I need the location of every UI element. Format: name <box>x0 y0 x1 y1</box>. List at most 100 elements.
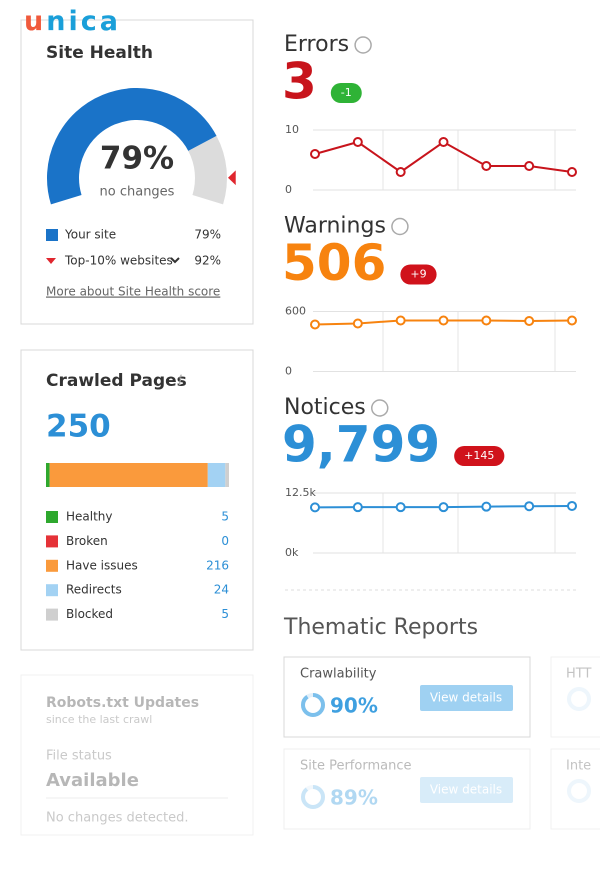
legend-swatch <box>46 559 58 572</box>
legend-swatch <box>46 535 58 548</box>
robots-card-frame <box>20 674 254 836</box>
trend-point <box>310 502 320 513</box>
card-title: Crawled Pages <box>46 371 187 391</box>
legend-label: Healthy <box>66 510 113 524</box>
issue-count: 9,799 <box>282 416 440 474</box>
issue-title: Errors <box>284 32 349 57</box>
bar-segment <box>225 463 229 487</box>
report-card-frame <box>550 748 600 830</box>
trend-point <box>524 161 535 171</box>
partial-card: HTT <box>550 656 600 738</box>
ring-track <box>567 779 591 803</box>
y-tick-label: 0 <box>285 183 292 196</box>
legend-swatch <box>46 229 58 241</box>
issue-count: 506 <box>282 234 386 292</box>
issue-count: 3 <box>282 53 317 111</box>
ring-value <box>301 693 325 717</box>
trend-point <box>352 318 363 329</box>
trend-point <box>395 167 406 177</box>
logo-rest: nica <box>46 6 121 37</box>
legend-label: Blocked <box>66 607 113 621</box>
change-badge <box>454 446 505 466</box>
legend-value: 5 <box>221 607 229 621</box>
legend-value: 79% <box>194 228 221 242</box>
info-icon <box>391 217 409 236</box>
legend-swatch <box>46 258 56 264</box>
trend-point <box>567 167 577 177</box>
bar-segment <box>207 463 226 487</box>
report-card: Crawlability 90% View details <box>283 656 531 738</box>
help-link[interactable]: More about Site Health score <box>46 285 220 299</box>
trend-point <box>395 315 406 326</box>
trend-point <box>352 137 363 147</box>
ring-value <box>301 785 325 809</box>
y-tick-label: 12.5k <box>285 486 316 499</box>
report-name: Crawlability <box>300 667 377 682</box>
report-card: Site Performance 89% View details <box>283 748 531 830</box>
partial-card: Inte <box>550 748 600 830</box>
y-tick-label: 10 <box>285 123 299 136</box>
benchmark-marker <box>227 170 236 186</box>
change-text: +9 <box>410 268 426 281</box>
bar-segment <box>46 463 50 487</box>
report-name: Inte <box>566 759 591 774</box>
info-icon <box>354 36 372 54</box>
card-subtitle: since the last crawl <box>46 713 152 726</box>
y-tick-label: 600 <box>285 305 306 318</box>
gauge-value <box>47 88 217 205</box>
report-score: 90% <box>330 694 378 718</box>
legend-value: 5 <box>221 510 229 524</box>
trend-point <box>438 137 449 147</box>
change-badge <box>330 83 362 103</box>
y-tick-label: 0k <box>285 546 299 559</box>
score-change: no changes <box>100 185 175 200</box>
legend-value: 216 <box>206 558 229 572</box>
card-title: Site Health <box>46 43 153 63</box>
report-name: HTT <box>566 667 591 682</box>
trend-point <box>310 319 320 330</box>
legend-label: Redirects <box>66 583 122 597</box>
legend-label: Top-10% websites <box>64 254 173 268</box>
logo: unica <box>24 6 121 37</box>
total: 250 <box>46 409 111 445</box>
issue-title: Notices <box>284 395 366 420</box>
info-icon: i <box>178 373 182 389</box>
report-card-frame <box>283 748 531 830</box>
field-label: File status <box>46 749 112 764</box>
note: No changes detected. <box>46 811 189 826</box>
ring-track <box>301 785 325 809</box>
legend-label: Your site <box>64 228 116 242</box>
change-text: -1 <box>341 86 352 99</box>
trend-point <box>567 315 577 326</box>
dropdown-chevron <box>170 257 180 264</box>
info-icon <box>371 399 389 417</box>
legend-value: 92% <box>194 254 221 268</box>
bar-segment <box>49 463 208 487</box>
report-card-frame <box>550 656 600 738</box>
trend-point <box>481 315 492 326</box>
button-label: View details <box>430 691 502 705</box>
change-text: +145 <box>464 449 494 462</box>
change-badge <box>400 264 437 285</box>
issue-title: Warnings <box>284 214 386 239</box>
crawled-pages-card <box>20 349 254 651</box>
report-card-frame <box>283 656 531 738</box>
legend-value: 0 <box>221 534 229 548</box>
robots-card: Robots.txt Updates since the last crawl Fi… <box>20 674 254 836</box>
view-details-button[interactable] <box>420 685 513 711</box>
trend-point <box>438 502 449 513</box>
trend-point <box>481 161 492 171</box>
y-tick-label: 0 <box>285 365 292 378</box>
button-label: View details <box>430 783 502 797</box>
trend-point <box>481 501 492 512</box>
report-name: Site Performance <box>300 759 411 774</box>
trend-point <box>395 502 406 513</box>
section-title: Thematic Reports <box>283 615 478 640</box>
legend-label: Broken <box>66 534 108 548</box>
view-details-button[interactable] <box>420 777 513 803</box>
legend-swatch <box>46 608 58 621</box>
logo-u: u <box>24 6 46 37</box>
trend-point <box>310 149 320 159</box>
field-value: Available <box>46 770 139 791</box>
